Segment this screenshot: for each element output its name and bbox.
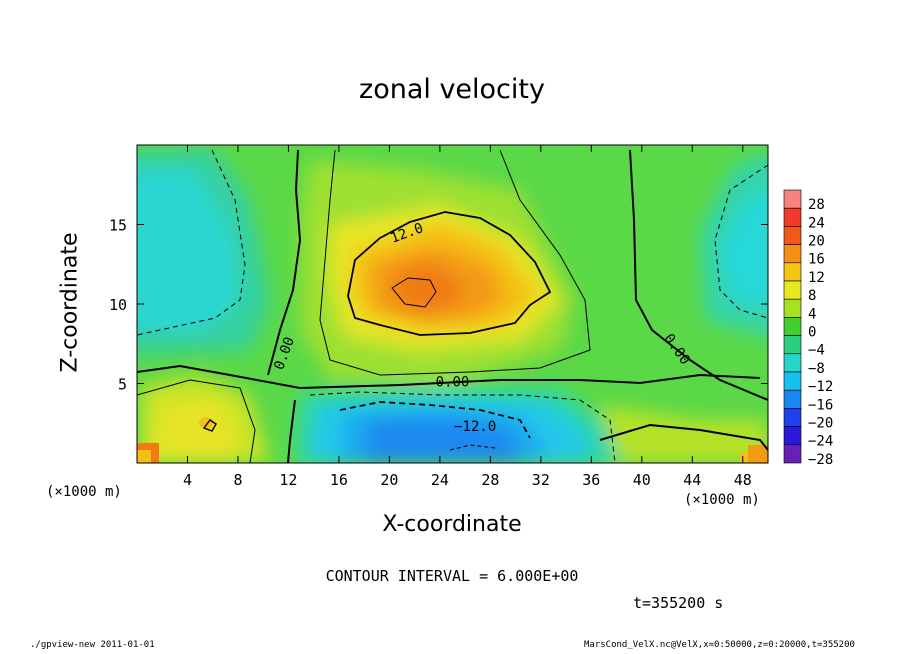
contour-label: 0.00 xyxy=(436,375,470,391)
colorbar-swatch xyxy=(783,226,802,245)
x-tick-label: 12 xyxy=(279,471,297,489)
y-tick-label: 10 xyxy=(109,296,127,314)
x-tick-label: 24 xyxy=(431,471,449,489)
colorbar-swatch xyxy=(783,371,802,391)
colorbar-label: 28 xyxy=(808,197,825,213)
colorbar-swatch xyxy=(783,389,802,409)
x-tick-label: 36 xyxy=(582,471,600,489)
colorbar-swatch xyxy=(783,426,802,446)
colorbar-swatch xyxy=(783,298,802,318)
colorbar-label: 8 xyxy=(808,288,816,304)
y-axis-label: Z-coordinate xyxy=(57,232,83,373)
contour-interval-note: CONTOUR INTERVAL = 6.000E+00 xyxy=(325,567,579,585)
colorbar-label: −8 xyxy=(808,361,825,377)
colorbar-label: 12 xyxy=(808,270,825,286)
colorbar-swatch xyxy=(783,189,802,209)
colorbar-swatch xyxy=(783,353,802,373)
x-tick-label: 20 xyxy=(380,471,398,489)
x-tick-label: 8 xyxy=(233,471,242,489)
colorbar-label: −28 xyxy=(808,452,833,468)
colorbar-label: −16 xyxy=(808,397,833,413)
colorbar-label: 0 xyxy=(808,325,816,341)
x-tick-label: 48 xyxy=(734,471,752,489)
footer-left: ./gpview-new 2011-01-01 xyxy=(30,640,155,650)
colorbar: 28 24 20 16 12 8 4 0 −4 −8 −12 −16 −20 −24 −28 xyxy=(783,189,833,468)
colorbar-label: 24 xyxy=(808,215,825,231)
x-unit-left: (×1000 m) xyxy=(46,484,122,500)
colorbar-label: −4 xyxy=(808,343,825,359)
colorbar-label: −20 xyxy=(808,416,833,432)
contour-label: −12.0 xyxy=(454,419,496,435)
colorbar-swatch xyxy=(783,408,802,427)
x-tick-label: 4 xyxy=(183,471,192,489)
colorbar-swatch xyxy=(783,444,802,464)
y-tick-label: 5 xyxy=(118,376,127,394)
x-tick-label: 44 xyxy=(683,471,701,489)
x-tick-label: 16 xyxy=(330,471,348,489)
colorbar-swatch xyxy=(783,317,802,336)
y-axis: 5 10 15 xyxy=(109,217,768,394)
time-note: t=355200 s xyxy=(633,594,724,612)
x-tick-label: 28 xyxy=(481,471,499,489)
heatmap-field xyxy=(137,145,768,463)
colorbar-swatch xyxy=(783,335,802,355)
colorbar-swatch xyxy=(783,244,802,264)
x-axis-label: X-coordinate xyxy=(382,512,522,537)
x-axis: 4 8 12 16 20 24 28 32 36 40 44 48 xyxy=(183,145,752,489)
colorbar-label: 16 xyxy=(808,252,825,268)
contour-lines xyxy=(137,149,768,463)
colorbar-swatch xyxy=(783,280,802,300)
colorbar-label: −24 xyxy=(808,434,833,450)
chart-title: zonal velocity xyxy=(359,74,545,105)
x-unit-right: (×1000 m) xyxy=(684,492,760,508)
footer-right: MarsCond_VelX.nc@VelX,x=0:50000,z=0:2000… xyxy=(584,640,855,650)
y-tick-label: 15 xyxy=(109,217,127,235)
colorbar-label: 4 xyxy=(808,306,816,322)
x-tick-label: 32 xyxy=(532,471,550,489)
colorbar-swatch xyxy=(783,262,802,282)
colorbar-label: −12 xyxy=(808,379,833,395)
colorbar-swatch xyxy=(783,207,802,227)
colorbar-label: 20 xyxy=(808,234,825,250)
x-tick-label: 40 xyxy=(633,471,651,489)
